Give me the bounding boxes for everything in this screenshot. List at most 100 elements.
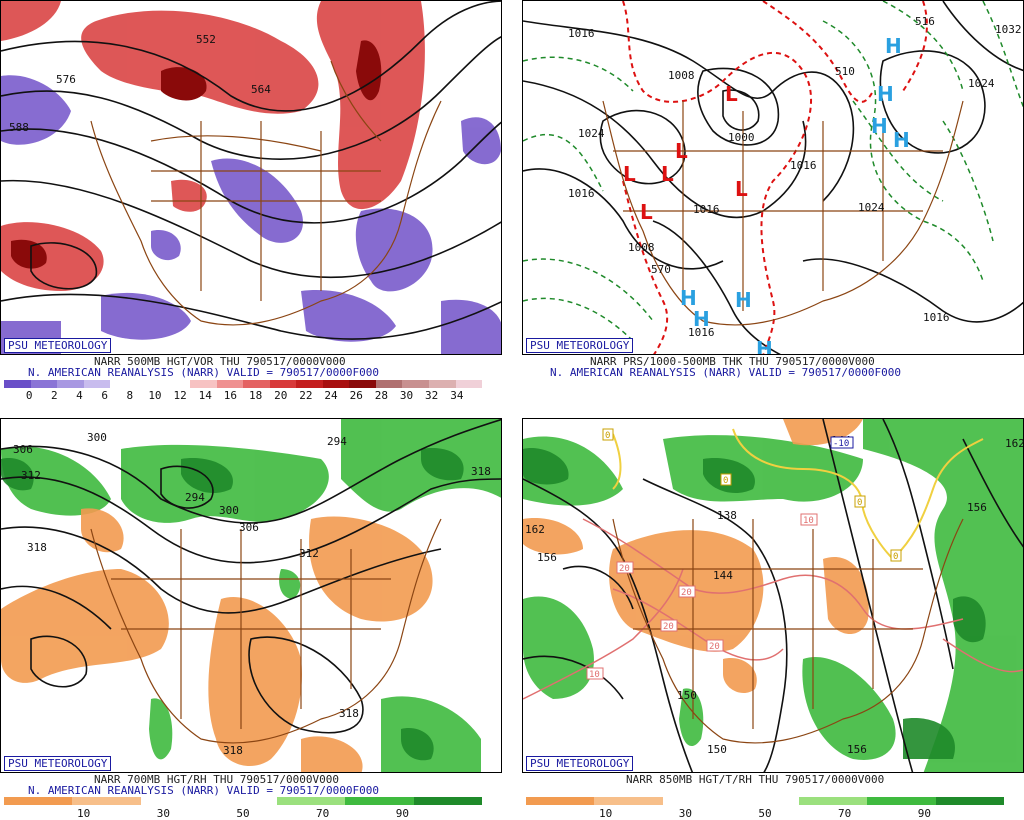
colorbar-tick-label: 90 xyxy=(917,807,931,820)
colorbar-tick-label: 2 xyxy=(51,389,58,402)
colorbar-swatch xyxy=(83,380,111,388)
high-marker: H xyxy=(877,82,894,106)
low-pressure-centers: L L L L L L xyxy=(623,82,748,224)
panel-500mb: 552 576 588 564 PSU METEOROLOGY NARR 500… xyxy=(0,0,502,402)
contour-label: 552 xyxy=(196,33,216,46)
isobar-label: 1000 xyxy=(728,131,755,144)
temp-label: 10 xyxy=(803,516,814,526)
temp-label: 0 xyxy=(857,498,862,508)
colorbar-tick-label: 8 xyxy=(126,389,134,402)
caption-title: NARR 850MB HGT/T/RH THU 790517/0000V000 xyxy=(626,773,885,786)
high-marker: H xyxy=(871,114,888,138)
contour-label: 318 xyxy=(471,465,491,478)
colorbar-ticks: 0 2 4 6 8 10 12 14 16 18 20 22 24 26 28 30 32 34 xyxy=(4,389,482,402)
map-850mb[interactable]: 144 162 156 138 144 150 150 156 162 156 … xyxy=(522,418,1024,773)
caption-valid: N. AMERICAN REANALYSIS (NARR) VALID = 79… xyxy=(28,784,379,797)
temp-label: 10 xyxy=(589,670,600,680)
colorbar-tick-label: 10 xyxy=(148,389,162,402)
colorbar-tick-label: 50 xyxy=(236,807,250,820)
isobar-label: 1016 xyxy=(568,27,595,40)
isobar-label: 1024 xyxy=(968,77,995,90)
colorbar-swatch xyxy=(72,797,141,805)
borders-prs xyxy=(602,100,964,326)
contour-label: 306 xyxy=(239,521,259,534)
panel-850mb: 144 162 156 138 144 150 150 156 162 156 … xyxy=(522,418,1024,820)
contour-label: 588 xyxy=(9,121,29,134)
temp-label: 0 xyxy=(723,476,728,486)
low-marker: L xyxy=(623,162,636,186)
colorbar-swatch xyxy=(413,797,482,805)
colorbar-swatch xyxy=(429,380,456,388)
isobar-label: 1008 xyxy=(668,69,695,82)
thickness-cold xyxy=(523,1,1023,342)
colorbar-swatch xyxy=(57,380,84,388)
low-marker: L xyxy=(640,200,653,224)
contour-label: 564 xyxy=(251,83,271,96)
contour-label: 156 xyxy=(967,501,987,514)
colorbar-swatch xyxy=(730,797,800,805)
temp-label: 20 xyxy=(619,564,630,574)
map-700mb[interactable]: 306 300 312 318 294 300 306 312 318 318 … xyxy=(0,418,502,773)
colorbar-swatch xyxy=(140,797,209,805)
psu-branding: PSU METEOROLOGY xyxy=(526,756,634,771)
colorbar-tick-label: 30 xyxy=(399,389,414,402)
colorbar-swatch xyxy=(30,380,58,388)
colorbar-tick-label: 10 xyxy=(77,807,91,820)
vorticity-positive xyxy=(1,1,425,291)
thickness-label: 510 xyxy=(835,65,855,78)
isobar-label: 1016 xyxy=(688,326,715,339)
borders-500mb xyxy=(90,60,442,326)
contour-label: 318 xyxy=(223,744,243,757)
panel-700mb: 306 300 312 318 294 300 306 312 318 318 … xyxy=(0,418,502,820)
contour-label: 576 xyxy=(56,73,76,86)
vorticity-max xyxy=(11,40,382,269)
colorbar-swatch xyxy=(345,797,414,805)
map-prs-thk[interactable]: 1016 1008 1024 1016 1000 1016 1024 1016 … xyxy=(522,0,1024,355)
colorbar-swatch xyxy=(163,380,190,388)
high-marker: H xyxy=(885,34,902,58)
caption-title: NARR PRS/1000-500MB THK THU 790517/0000V… xyxy=(590,355,875,368)
map-500mb[interactable]: 552 576 588 564 xyxy=(0,0,502,355)
colorbar-swatch xyxy=(189,380,217,388)
caption-title: NARR 700MB HGT/RH THU 790517/0000V000 xyxy=(94,773,340,786)
contour-label: 318 xyxy=(27,541,47,554)
colorbar-tick-label: 10 xyxy=(599,807,613,820)
contour-label: 138 xyxy=(717,509,737,522)
contour-label: 156 xyxy=(537,551,557,564)
psu-branding: PSU METEOROLOGY xyxy=(526,338,634,353)
colorbar-swatch xyxy=(799,797,868,805)
borders-850 xyxy=(612,518,964,744)
colorbar-swatch xyxy=(243,380,270,388)
low-marker: L xyxy=(725,82,738,106)
colorbar-tick-label: 90 xyxy=(395,807,409,820)
height-contours-850 xyxy=(523,419,1023,772)
colorbar-swatch xyxy=(296,380,323,388)
temp-label: 20 xyxy=(681,588,692,598)
colorbar xyxy=(4,797,482,805)
colorbar-swatch xyxy=(349,380,376,388)
contour-label: 162 xyxy=(1005,437,1024,450)
colorbar-ticks: 10 30 50 70 90 xyxy=(4,807,482,820)
isobar-label: 1016 xyxy=(923,311,950,324)
colorbar-tick-label: 16 xyxy=(223,389,238,402)
colorbar-swatch xyxy=(322,380,350,388)
colorbar-tick-label: 4 xyxy=(76,389,83,402)
colorbar-tick-label: 12 xyxy=(173,389,187,402)
colorbar-tick-label: 28 xyxy=(374,389,388,402)
caption-valid: N. AMERICAN REANALYSIS (NARR) VALID = 79… xyxy=(28,366,379,379)
contour-label: 300 xyxy=(219,504,239,517)
colorbar xyxy=(526,797,1004,805)
colorbar-swatch xyxy=(4,797,73,805)
colorbar-ticks: 10 30 50 70 90 xyxy=(526,807,1004,820)
colorbar-tick-label: 24 xyxy=(324,389,338,402)
colorbar-swatch xyxy=(216,380,244,388)
contour-label: 294 xyxy=(327,435,347,448)
rh-moist xyxy=(1,419,501,772)
isobar-label: 1024 xyxy=(858,201,885,214)
contour-label: 294 xyxy=(185,491,205,504)
colorbar-swatch xyxy=(867,797,936,805)
colorbar-tick-label: 6 xyxy=(101,389,108,402)
colorbar-tick-label: 22 xyxy=(299,389,313,402)
contour-label: 162 xyxy=(525,523,545,536)
freezing-line xyxy=(612,428,984,560)
